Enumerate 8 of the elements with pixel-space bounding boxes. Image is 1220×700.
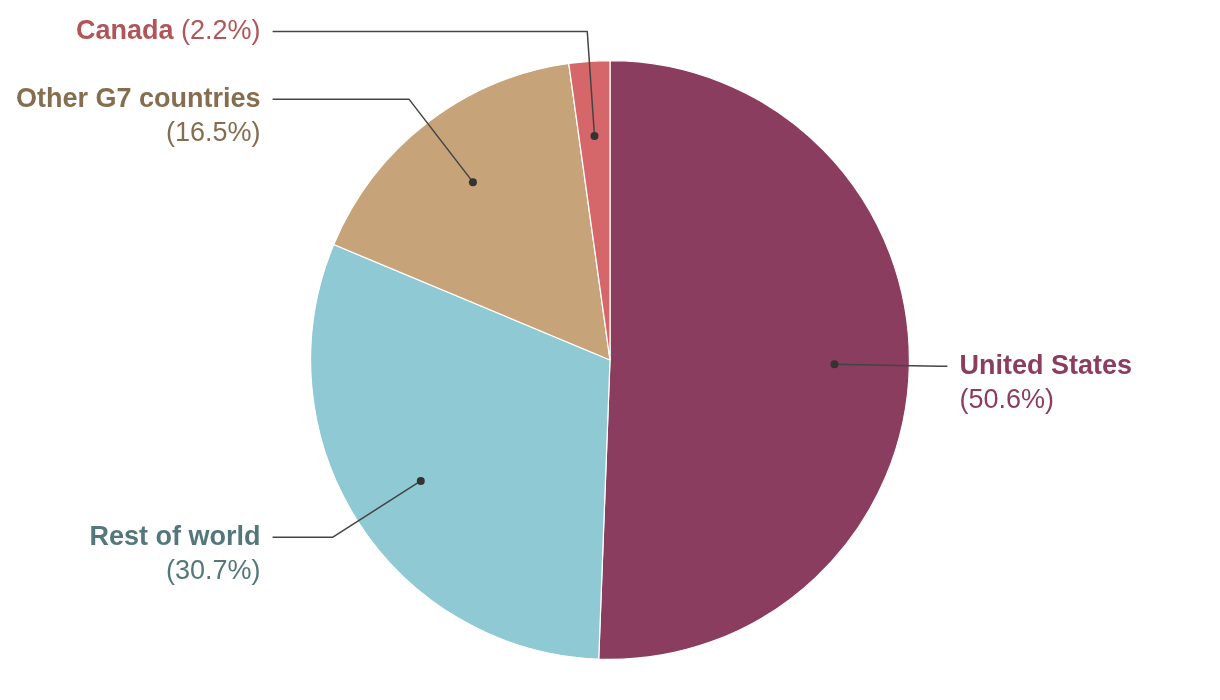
slice-label: Canada — [76, 14, 175, 45]
slice-label: United States — [959, 349, 1132, 380]
data-label: (50.6%) — [959, 383, 1054, 414]
data-label: (16.5%) — [166, 116, 261, 147]
slice-label: Rest of world — [89, 520, 261, 551]
data-label: (2.2%) — [173, 14, 261, 45]
slice-label: Other G7 countries — [16, 82, 261, 113]
data-label: (30.7%) — [166, 554, 261, 585]
